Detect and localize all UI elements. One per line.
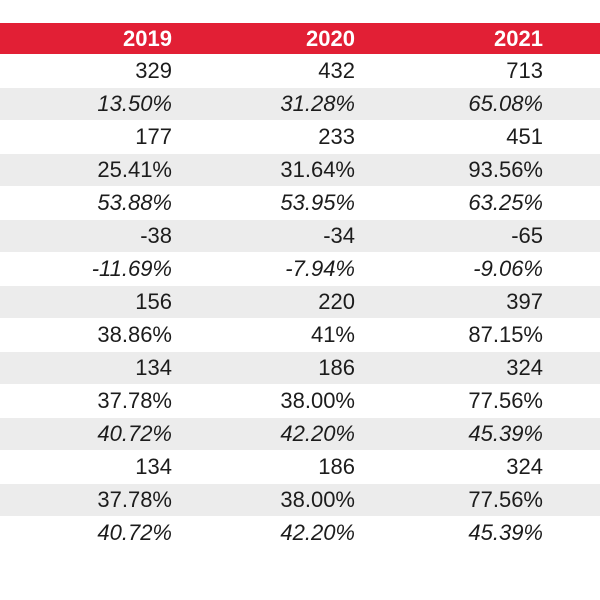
table-cell: 45.39% [468, 520, 543, 545]
table-cell: 42.20% [280, 421, 355, 446]
table-cell: 53.88% [97, 190, 172, 215]
table-row: 134 186 324 [0, 352, 600, 385]
table-cell: 40.72% [97, 421, 172, 446]
table-cell: 40.72% [97, 520, 172, 545]
table-cell: 93.56% [468, 157, 543, 182]
table-cell: 329 [135, 58, 172, 83]
table-row: 40.72% 42.20% 45.39% [0, 517, 600, 550]
table-row: 53.88% 53.95% 63.25% [0, 187, 600, 220]
table-row: -11.69% -7.94% -9.06% [0, 253, 600, 286]
table-row: 134 186 324 [0, 451, 600, 484]
table-cell: -7.94% [285, 256, 355, 281]
table-row: 40.72% 42.20% 45.39% [0, 418, 600, 451]
table-cell: 37.78% [97, 487, 172, 512]
table-cell: 65.08% [468, 91, 543, 116]
table-cell: -9.06% [473, 256, 543, 281]
table-cell: 432 [318, 58, 355, 83]
table-cell: 87.15% [468, 322, 543, 347]
table-cell: 63.25% [468, 190, 543, 215]
table-cell: 45.39% [468, 421, 543, 446]
table-row: -38 -34 -65 [0, 220, 600, 253]
table-cell: 177 [135, 124, 172, 149]
table-cell: 134 [135, 454, 172, 479]
table-cell: 134 [135, 355, 172, 380]
table-cell: 77.56% [468, 487, 543, 512]
header-year-2020: 2020 [306, 26, 355, 51]
table-cell: 451 [506, 124, 543, 149]
table-row: 13.50% 31.28% 65.08% [0, 88, 600, 121]
table-row: 329 432 713 [0, 55, 600, 88]
table-cell: 42.20% [280, 520, 355, 545]
table-cell: 186 [318, 454, 355, 479]
table-cell: 156 [135, 289, 172, 314]
table-row: 38.86% 41% 87.15% [0, 319, 600, 352]
table-cell: 25.41% [97, 157, 172, 182]
table-cell: 324 [506, 454, 543, 479]
table-cell: 37.78% [97, 388, 172, 413]
table-cell: 220 [318, 289, 355, 314]
table-body: 329 432 713 13.50% 31.28% 65.08% 177 233 451 25.4… [0, 55, 600, 550]
table-row: 37.78% 38.00% 77.56% [0, 484, 600, 517]
table-row: 156 220 397 [0, 286, 600, 319]
header-year-2019: 2019 [123, 26, 172, 51]
table-row: 37.78% 38.00% 77.56% [0, 385, 600, 418]
table-cell: 38.00% [280, 487, 355, 512]
table-cell: 713 [506, 58, 543, 83]
table-cell: 38.86% [97, 322, 172, 347]
table-cell: -65 [511, 223, 543, 248]
table-cell: 397 [506, 289, 543, 314]
table-cell: -34 [323, 223, 355, 248]
header-year-2021: 2021 [494, 26, 543, 51]
table-row: 177 233 451 [0, 121, 600, 154]
table-cell: 53.95% [280, 190, 355, 215]
table-cell: -11.69% [91, 256, 172, 281]
table-cell: 31.28% [280, 91, 355, 116]
table-cell: 41% [310, 322, 355, 347]
table-cell: 38.00% [280, 388, 355, 413]
table-cell: 186 [318, 355, 355, 380]
table-cell: 77.56% [468, 388, 543, 413]
table-header-row: 2019 2020 2021 [0, 23, 600, 54]
table-cell: 324 [506, 355, 543, 380]
table-cell: 233 [318, 124, 355, 149]
table-cell: 13.50% [97, 91, 172, 116]
table-row: 25.41% 31.64% 93.56% [0, 154, 600, 187]
table-cell: 31.64% [280, 157, 355, 182]
table-cell: -38 [140, 223, 172, 248]
